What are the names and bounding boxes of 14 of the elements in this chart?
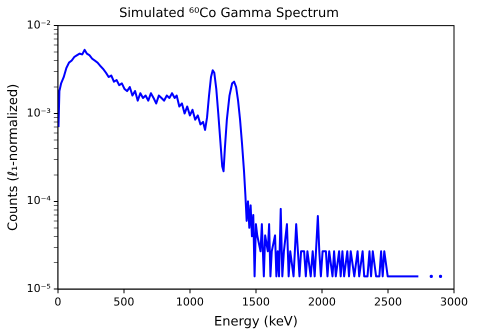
y-tick-label: 10⁻² xyxy=(26,18,51,32)
y-tick-label: 10⁻³ xyxy=(26,106,51,120)
x-tick-label: 2500 xyxy=(374,296,402,309)
x-tick-label: 3000 xyxy=(440,296,468,309)
x-tick-label: 1000 xyxy=(176,296,204,309)
x-tick-label: 1500 xyxy=(242,296,270,309)
y-axis-title: Counts (ℓ₁-normalized) xyxy=(6,84,22,231)
chart-title: Simulated ⁶⁰Co Gamma Spectrum xyxy=(119,6,339,22)
x-tick-label: 2000 xyxy=(308,296,336,309)
y-tick-label: 10⁻⁵ xyxy=(26,282,51,296)
x-tick-label: 0 xyxy=(54,296,62,309)
x-tick-label: 500 xyxy=(113,296,134,309)
y-tick-label: 10⁻⁴ xyxy=(26,194,52,208)
x-axis-title: Energy (keV) xyxy=(214,314,298,330)
